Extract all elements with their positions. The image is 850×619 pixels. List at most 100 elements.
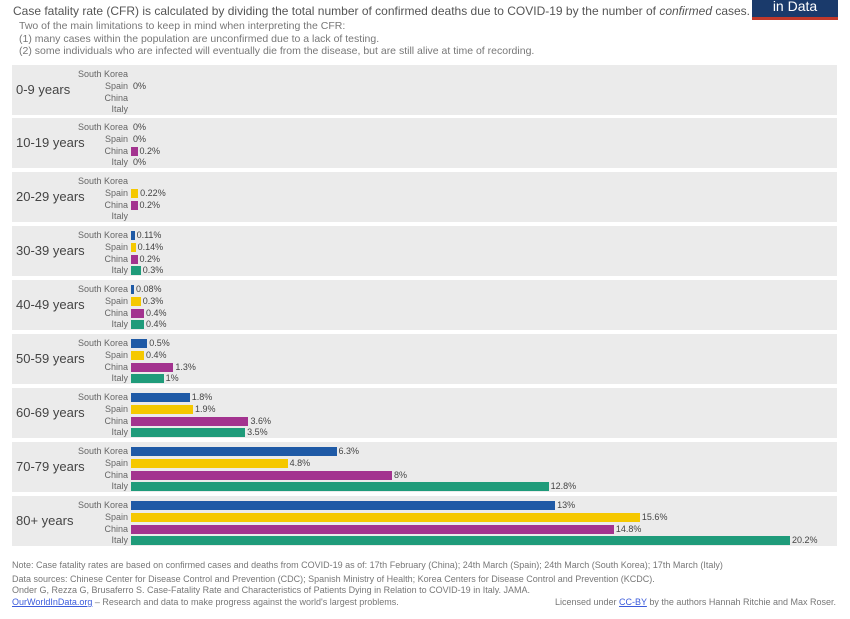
bar[interactable]: [131, 296, 141, 306]
bar[interactable]: [131, 308, 145, 318]
limitation-2: (2) some individuals who are infected wi…: [19, 45, 535, 57]
value-label: 4.8%: [289, 457, 311, 468]
value-label: 13%: [557, 500, 576, 510]
footer-sources: Data sources: Chinese Center for Disease…: [12, 574, 655, 584]
value-label: 12.8%: [550, 481, 577, 492]
footer-owid: OurWorldInData.org – Research and data t…: [12, 597, 399, 607]
bar[interactable]: [131, 231, 135, 240]
country-label: Spain: [104, 511, 128, 522]
country-label: Spain: [104, 403, 128, 414]
bar[interactable]: [131, 512, 640, 522]
value-label: 0.22%: [140, 187, 166, 198]
bar[interactable]: [131, 339, 148, 348]
age-panel: 20-29 years South Korea Spain 0.22% China 0.2…: [12, 172, 837, 222]
value-label: 0.4%: [146, 349, 167, 360]
age-group-label: 0-9 years: [16, 82, 71, 97]
bar[interactable]: [131, 393, 190, 402]
bar[interactable]: [131, 374, 164, 384]
age-panel: 10-19 years South Korea 0% Spain 0% China 0.2%…: [12, 118, 837, 168]
age-group-label: 20-29 years: [16, 189, 85, 204]
country-label: Italy: [111, 427, 128, 438]
age-group-label: 60-69 years: [16, 405, 85, 420]
bar[interactable]: [131, 285, 134, 294]
country-label: Italy: [111, 535, 128, 546]
cc-by-link[interactable]: CC-BY: [619, 597, 647, 607]
owid-logo[interactable]: in Data: [752, 0, 838, 20]
age-panel: 50-59 years South Korea 0.5% Spain 0.4% China…: [12, 334, 837, 384]
limitations-heading: Two of the main limitations to keep in m…: [19, 20, 346, 32]
bar[interactable]: [131, 242, 136, 252]
value-label: 8%: [393, 469, 407, 480]
country-label: Spain: [104, 80, 128, 91]
bar[interactable]: [131, 428, 246, 438]
logo-text: in Data: [772, 0, 818, 14]
owid-link[interactable]: OurWorldInData.org: [12, 597, 93, 607]
value-label: 14.8%: [615, 523, 642, 534]
value-label: 0.11%: [136, 230, 162, 240]
age-group-label: 50-59 years: [16, 351, 85, 366]
value-label: 0.08%: [136, 284, 162, 294]
value-label: 1.8%: [191, 392, 213, 402]
age-panel: 80+ years South Korea 13% Spain 15.6% China 14…: [12, 496, 837, 546]
value-label: 0.4%: [146, 307, 167, 318]
license-before: Licensed under: [555, 597, 620, 607]
bar[interactable]: [131, 362, 174, 372]
value-label: 0.3%: [142, 265, 164, 276]
value-label: 0.2%: [139, 199, 161, 210]
country-label: China: [104, 145, 128, 156]
value-label: 20.2%: [792, 535, 818, 546]
bar[interactable]: [131, 447, 337, 456]
value-label: 0%: [133, 122, 147, 132]
country-label: Spain: [104, 133, 128, 144]
country-label: China: [104, 307, 128, 318]
bar[interactable]: [131, 524, 614, 534]
chart-subtitle: Case fatality rate (CFR) is calculated b…: [13, 4, 750, 18]
value-label: 0.14%: [137, 241, 164, 252]
value-label: 0.4%: [146, 319, 167, 330]
value-label: 0.5%: [149, 338, 170, 348]
subtitle-before: Case fatality rate (CFR) is calculated b…: [13, 4, 660, 18]
footer-note: Note: Case fatality rates are based on c…: [12, 560, 723, 570]
bar[interactable]: [131, 416, 249, 426]
bar[interactable]: [131, 146, 138, 156]
bar[interactable]: [131, 200, 138, 210]
country-label: Spain: [104, 295, 128, 306]
country-label: China: [104, 523, 128, 534]
bar[interactable]: [131, 188, 139, 198]
bar[interactable]: [131, 404, 193, 414]
bar[interactable]: [131, 266, 141, 276]
country-label: South Korea: [77, 500, 128, 510]
value-label: 0%: [133, 80, 147, 91]
country-label: Italy: [111, 211, 128, 222]
bar[interactable]: [131, 536, 790, 546]
bar[interactable]: [131, 501, 556, 510]
age-group-label: 70-79 years: [16, 459, 85, 474]
value-label: 0.3%: [142, 295, 164, 306]
subtitle-italic: confirmed: [659, 4, 712, 18]
value-label: 0%: [133, 133, 147, 144]
value-label: 0%: [133, 157, 147, 168]
bar[interactable]: [131, 320, 145, 330]
bar[interactable]: [131, 482, 549, 492]
limitation-1: (1) many cases within the population are…: [19, 33, 380, 45]
license-after: by the authors Hannah Ritchie and Max Ro…: [646, 597, 836, 607]
country-label: Italy: [111, 104, 128, 115]
value-label: 6.3%: [338, 446, 360, 456]
country-label: Italy: [111, 265, 128, 276]
country-label: South Korea: [77, 230, 128, 240]
country-label: South Korea: [77, 176, 128, 186]
subtitle-after: cases.: [712, 4, 751, 18]
age-panel: 0-9 years South Korea Spain 0% China Italy: [12, 65, 837, 115]
value-label: 1.9%: [194, 403, 216, 414]
bar[interactable]: [131, 458, 288, 468]
age-group-label: 40-49 years: [16, 297, 85, 312]
age-panel: 70-79 years South Korea 6.3% Spain 4.8% China…: [12, 442, 837, 492]
value-label: 0.2%: [139, 145, 161, 156]
value-label: 0.2%: [139, 253, 161, 264]
bar[interactable]: [131, 470, 392, 480]
value-label: 15.6%: [641, 511, 668, 522]
bar[interactable]: [131, 254, 138, 264]
footer-citation: Onder G, Rezza G, Brusaferro S. Case-Fat…: [12, 585, 531, 595]
bar[interactable]: [131, 350, 145, 360]
country-label: Italy: [111, 481, 128, 492]
